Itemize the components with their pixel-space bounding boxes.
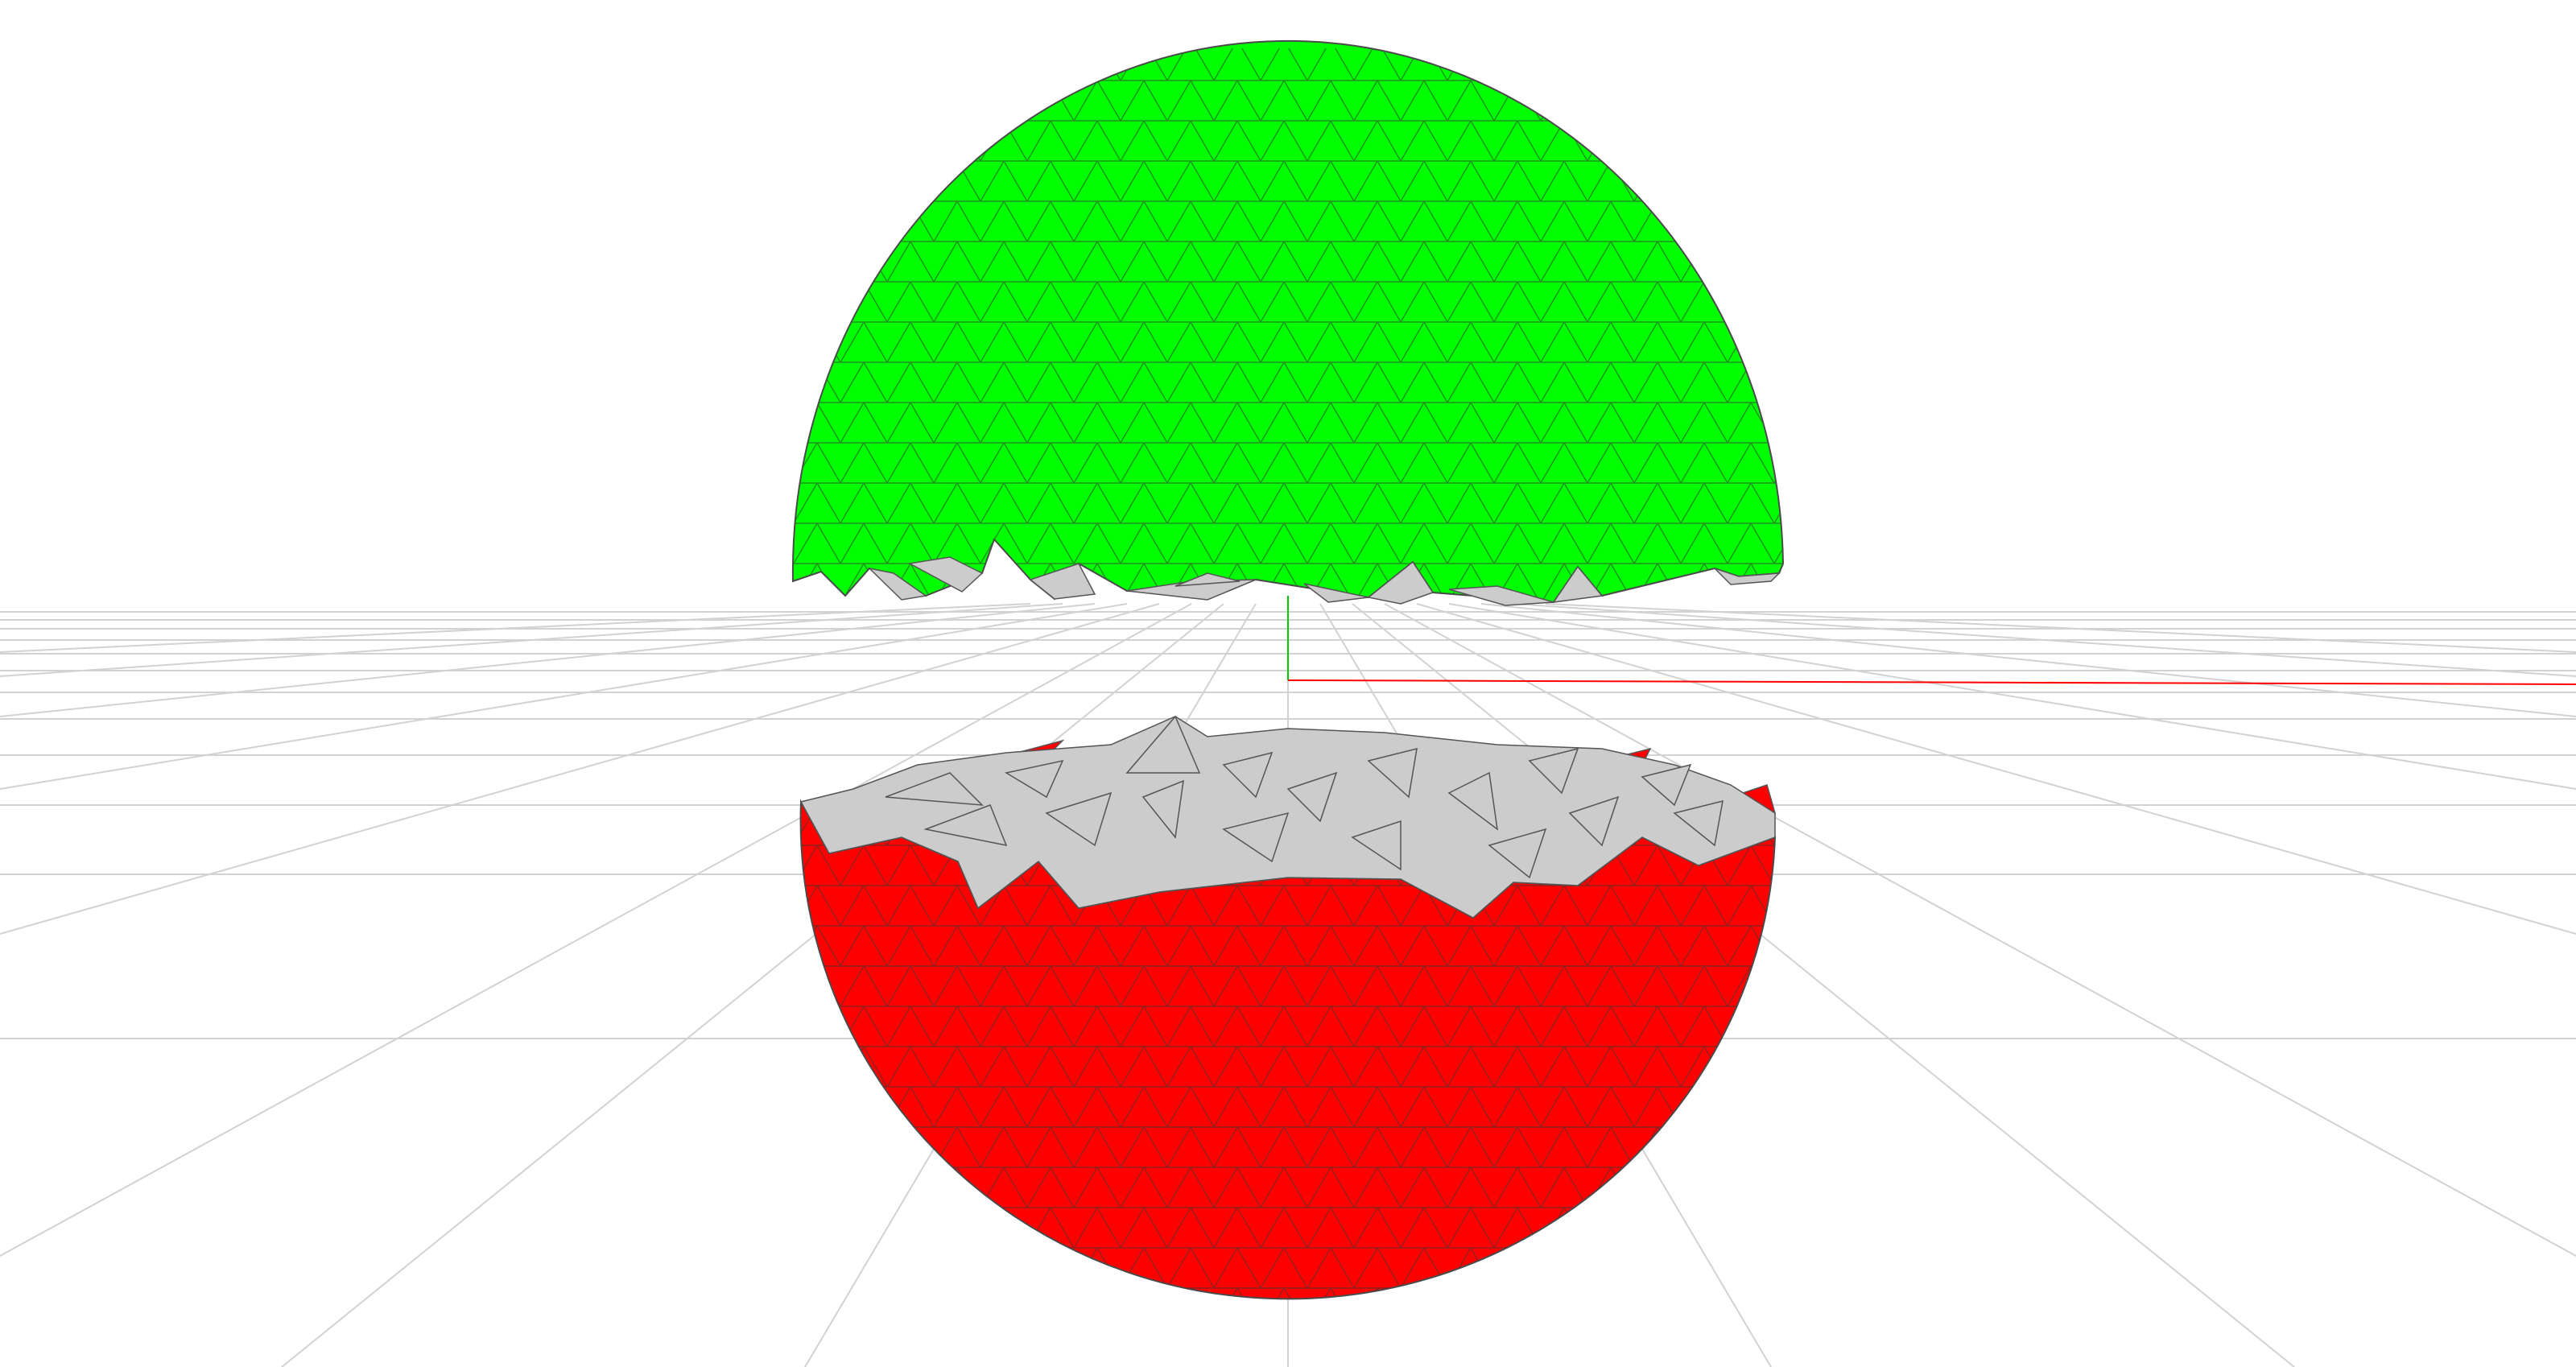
lower-hemisphere-mesh[interactable]: [797, 715, 1779, 1312]
upper-hemisphere-mesh[interactable]: [789, 39, 1787, 612]
upper-cut-face: [867, 556, 1781, 606]
axes-gizmo: [1287, 596, 2576, 685]
x-axis-line: [1287, 679, 2576, 685]
lower-cut-face: [799, 715, 1776, 919]
